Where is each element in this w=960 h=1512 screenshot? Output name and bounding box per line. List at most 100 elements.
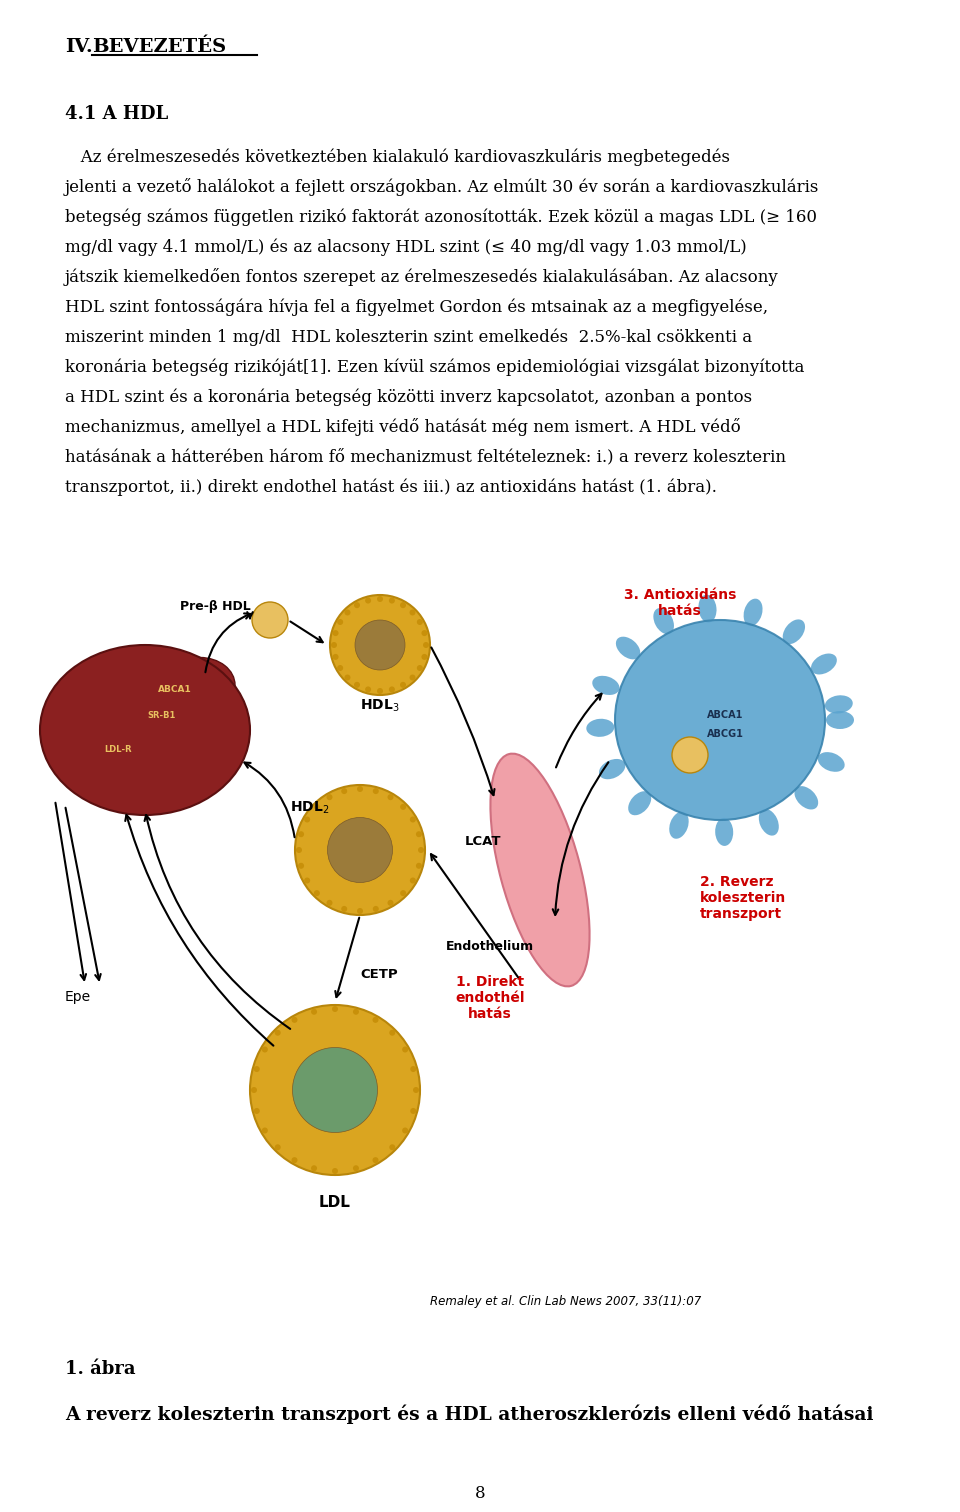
- Circle shape: [298, 863, 304, 869]
- Circle shape: [292, 1157, 298, 1163]
- Circle shape: [365, 597, 372, 603]
- Circle shape: [389, 1145, 396, 1151]
- Circle shape: [250, 1005, 420, 1175]
- Circle shape: [423, 643, 429, 649]
- Circle shape: [410, 816, 416, 823]
- Circle shape: [372, 1157, 378, 1163]
- Ellipse shape: [599, 759, 625, 779]
- Circle shape: [400, 804, 406, 810]
- Circle shape: [311, 1166, 317, 1172]
- Text: IV.: IV.: [65, 38, 93, 56]
- Circle shape: [417, 665, 422, 671]
- Ellipse shape: [744, 599, 762, 626]
- Circle shape: [389, 597, 395, 603]
- Ellipse shape: [616, 637, 640, 659]
- Text: transzportot, ii.) direkt endothel hatást és iii.) az antioxidáns hatást (1. ábr: transzportot, ii.) direkt endothel hatás…: [65, 478, 717, 496]
- Circle shape: [326, 900, 332, 906]
- Circle shape: [292, 1018, 298, 1022]
- Circle shape: [353, 1166, 359, 1172]
- Circle shape: [372, 1018, 378, 1022]
- Text: Remaley et al. Clin Lab News 2007, 33(11):07: Remaley et al. Clin Lab News 2007, 33(11…: [430, 1294, 701, 1308]
- Ellipse shape: [825, 696, 852, 714]
- Circle shape: [410, 1108, 417, 1114]
- Circle shape: [389, 686, 395, 692]
- Circle shape: [332, 653, 339, 659]
- Circle shape: [372, 788, 379, 794]
- Text: koronária betegség rizikóját[1]. Ezen kívül számos epidemiológiai vizsgálat bizo: koronária betegség rizikóját[1]. Ezen kí…: [65, 358, 804, 375]
- Circle shape: [410, 1066, 417, 1072]
- Circle shape: [421, 631, 427, 637]
- Circle shape: [262, 1128, 268, 1134]
- Ellipse shape: [40, 646, 250, 815]
- Circle shape: [295, 785, 425, 915]
- Text: Epe: Epe: [65, 990, 91, 1004]
- Ellipse shape: [615, 620, 825, 820]
- Circle shape: [331, 643, 337, 649]
- Circle shape: [332, 1167, 338, 1173]
- Circle shape: [311, 1009, 317, 1015]
- Circle shape: [377, 596, 383, 602]
- Circle shape: [337, 618, 343, 624]
- Circle shape: [330, 596, 430, 696]
- Circle shape: [417, 618, 422, 624]
- Text: HDL$_3$: HDL$_3$: [360, 699, 399, 714]
- Circle shape: [345, 674, 350, 680]
- Text: Az érelmeszesedés következtében kialakuló kardiovaszkuláris megbetegedés: Az érelmeszesedés következtében kialakul…: [65, 148, 730, 165]
- Text: ABCA1: ABCA1: [158, 685, 192, 694]
- Circle shape: [410, 674, 416, 680]
- Text: 3. Antioxidáns
hatás: 3. Antioxidáns hatás: [624, 588, 736, 618]
- Text: ABCG1: ABCG1: [707, 729, 743, 739]
- Circle shape: [365, 686, 372, 692]
- Ellipse shape: [491, 753, 589, 986]
- Circle shape: [332, 631, 339, 637]
- Circle shape: [275, 1145, 280, 1151]
- Circle shape: [357, 909, 363, 913]
- Circle shape: [377, 688, 383, 694]
- Circle shape: [293, 1048, 377, 1132]
- Circle shape: [672, 736, 708, 773]
- Circle shape: [416, 863, 422, 869]
- Circle shape: [416, 832, 422, 838]
- Text: 4.1 A HDL: 4.1 A HDL: [65, 104, 168, 122]
- Text: BEVEZETÉS: BEVEZETÉS: [92, 38, 227, 56]
- Text: CETP: CETP: [360, 969, 397, 981]
- Ellipse shape: [654, 608, 674, 634]
- Ellipse shape: [795, 786, 818, 809]
- Circle shape: [400, 891, 406, 897]
- Circle shape: [332, 1005, 338, 1012]
- Circle shape: [400, 602, 406, 608]
- Text: a HDL szint és a koronária betegség közötti inverz kapcsolatot, azonban a pontos: a HDL szint és a koronária betegség közö…: [65, 389, 752, 405]
- Circle shape: [389, 1030, 396, 1036]
- Text: betegség számos független rizikó faktorát azonosították. Ezek közül a magas LDL : betegség számos független rizikó faktorá…: [65, 209, 817, 225]
- Circle shape: [355, 620, 405, 670]
- Circle shape: [354, 602, 360, 608]
- Circle shape: [253, 1066, 260, 1072]
- Circle shape: [402, 1046, 408, 1052]
- Text: 8: 8: [474, 1485, 486, 1501]
- Ellipse shape: [758, 809, 779, 836]
- Circle shape: [341, 906, 348, 912]
- Text: Endothelium: Endothelium: [446, 940, 534, 953]
- Text: jelenti a vezető halálokot a fejlett országokban. Az elmúlt 30 év során a kardio: jelenti a vezető halálokot a fejlett ors…: [65, 178, 820, 197]
- Text: miszerint minden 1 mg/dl  HDL koleszterin szint emelkedés  2.5%-kal csökkenti a: miszerint minden 1 mg/dl HDL koleszterin…: [65, 328, 752, 346]
- Circle shape: [262, 1046, 268, 1052]
- Circle shape: [400, 682, 406, 688]
- Circle shape: [337, 665, 343, 671]
- Circle shape: [413, 1087, 419, 1093]
- Ellipse shape: [818, 751, 845, 771]
- Circle shape: [410, 609, 416, 615]
- Text: játszik kiemelkedően fontos szerepet az érelmeszesedés kialakulásában. Az alacso: játszik kiemelkedően fontos szerepet az …: [65, 268, 779, 286]
- Circle shape: [402, 1128, 408, 1134]
- Text: ABCA1: ABCA1: [707, 711, 743, 720]
- Ellipse shape: [587, 718, 614, 736]
- Text: mechanizmus, amellyel a HDL kifejti védő hatását még nem ismert. A HDL védő: mechanizmus, amellyel a HDL kifejti védő…: [65, 417, 741, 435]
- Ellipse shape: [669, 812, 688, 839]
- Text: hatásának a hátterében három fő mechanizmust feltételeznek: i.) a reverz koleszt: hatásának a hátterében három fő mechaniz…: [65, 448, 786, 466]
- Ellipse shape: [628, 791, 651, 815]
- Circle shape: [314, 891, 320, 897]
- Circle shape: [296, 847, 302, 853]
- Ellipse shape: [715, 818, 733, 845]
- Circle shape: [388, 794, 394, 800]
- Circle shape: [354, 682, 360, 688]
- Text: mg/dl vagy 4.1 mmol/L) és az alacsony HDL szint (≤ 40 mg/dl vagy 1.03 mmol/L): mg/dl vagy 4.1 mmol/L) és az alacsony HD…: [65, 237, 747, 256]
